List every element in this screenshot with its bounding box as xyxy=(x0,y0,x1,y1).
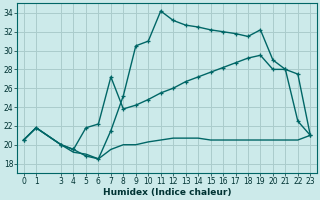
X-axis label: Humidex (Indice chaleur): Humidex (Indice chaleur) xyxy=(103,188,231,197)
